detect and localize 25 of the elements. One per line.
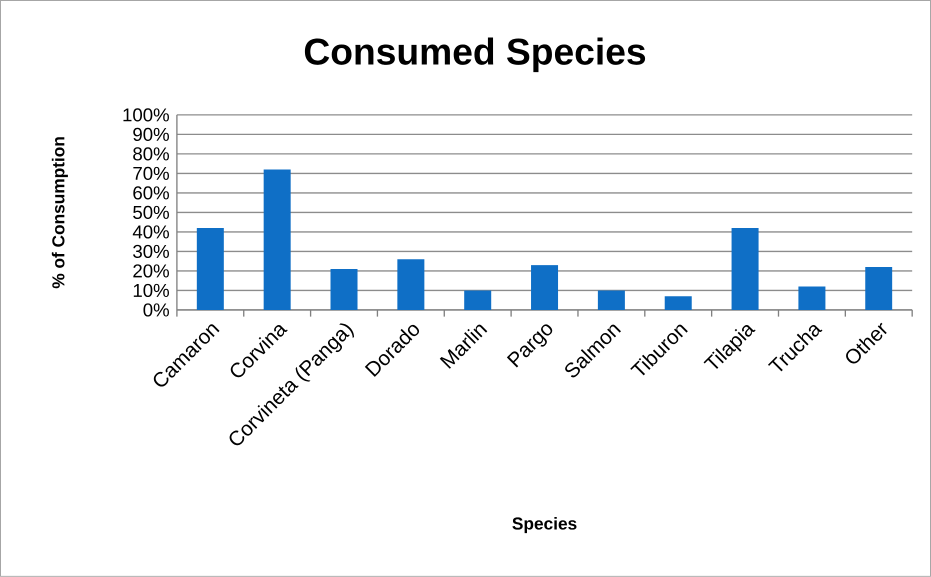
- y-tick-label: 20%: [133, 264, 169, 278]
- bar: [264, 170, 291, 310]
- y-tick-label: 0%: [143, 303, 169, 317]
- bar: [598, 290, 625, 310]
- bar: [732, 228, 759, 310]
- x-axis-title: Species: [512, 517, 576, 534]
- bar: [196, 228, 224, 310]
- y-tick-label: 10%: [134, 284, 169, 298]
- y-tick-label: 90%: [133, 128, 169, 142]
- y-tick-label: 30%: [133, 244, 169, 258]
- y-tick-label: 60%: [133, 186, 169, 200]
- bar: [330, 269, 358, 310]
- bar: [865, 267, 892, 310]
- y-tick-label: 80%: [133, 147, 169, 161]
- y-axis-title: % of Consumption: [52, 137, 68, 288]
- bar: [798, 286, 826, 310]
- bar: [664, 296, 692, 310]
- y-tick-label: 50%: [133, 206, 169, 220]
- bar: [397, 259, 424, 310]
- bar: [464, 290, 492, 310]
- y-tick-label: 40%: [132, 225, 169, 239]
- chart-title: Consumed Species: [304, 38, 646, 72]
- y-tick-label: 70%: [133, 166, 169, 180]
- bar: [531, 265, 558, 310]
- y-tick-label: 100%: [123, 108, 169, 122]
